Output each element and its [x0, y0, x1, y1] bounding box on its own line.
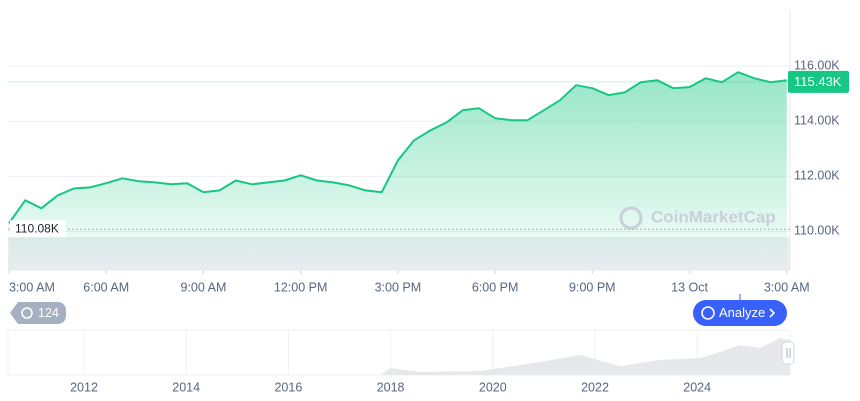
navigator-label: 2024 — [683, 380, 711, 394]
chevron — [769, 308, 776, 318]
x-tick-label: 13 Oct — [671, 280, 708, 294]
x-tick-label: 9:00 AM — [181, 280, 227, 294]
x-tick-label: 3:00 PM — [375, 280, 422, 294]
analyze-button[interactable]: Analyze — [693, 300, 787, 326]
navigator-label: 2014 — [172, 380, 200, 394]
last-price-label: 115.43K — [794, 74, 842, 89]
navigator-area — [8, 338, 790, 375]
navigator-label: 2018 — [377, 380, 405, 394]
badge[interactable]: 124 — [10, 302, 66, 324]
navigator-label: 2016 — [274, 380, 302, 394]
button-text: Analyze — [719, 305, 765, 320]
button-icon — [701, 306, 715, 320]
y-tick-label: 110.00K — [794, 224, 840, 238]
y-tick-label: 116.00K — [794, 58, 840, 72]
x-tick-label: 6:00 AM — [83, 280, 129, 294]
y-tick-label: 112.00K — [794, 169, 840, 183]
navigator-handle[interactable] — [781, 341, 795, 365]
badge-bg — [10, 302, 66, 324]
price-area — [9, 72, 787, 270]
x-tick-label: 6:00 PM — [472, 280, 519, 294]
last-price-bg — [788, 70, 849, 93]
reference-label-bg — [10, 220, 66, 238]
navigator-label: 2020 — [479, 380, 507, 394]
price-line — [8, 71, 787, 224]
y-tick-label: 114.00K — [794, 114, 840, 128]
plot-layer — [8, 65, 790, 270]
x-tick-label: 9:00 PM — [569, 280, 616, 294]
button-bg — [693, 300, 787, 326]
navigator-label: 2022 — [581, 380, 609, 394]
reference-label: 110.08K — [15, 221, 59, 235]
x-tick-label: 3:00 AM — [9, 280, 55, 294]
x-tick-label: 3:00 AM — [764, 280, 810, 294]
history-icon — [21, 307, 33, 319]
badge-text: 124 — [38, 306, 59, 320]
watermark: CoinMarketCap — [651, 207, 776, 226]
watermark-logo — [619, 206, 643, 230]
navigator-label: 2012 — [70, 380, 98, 394]
x-tick-label: 12:00 PM — [274, 280, 328, 294]
